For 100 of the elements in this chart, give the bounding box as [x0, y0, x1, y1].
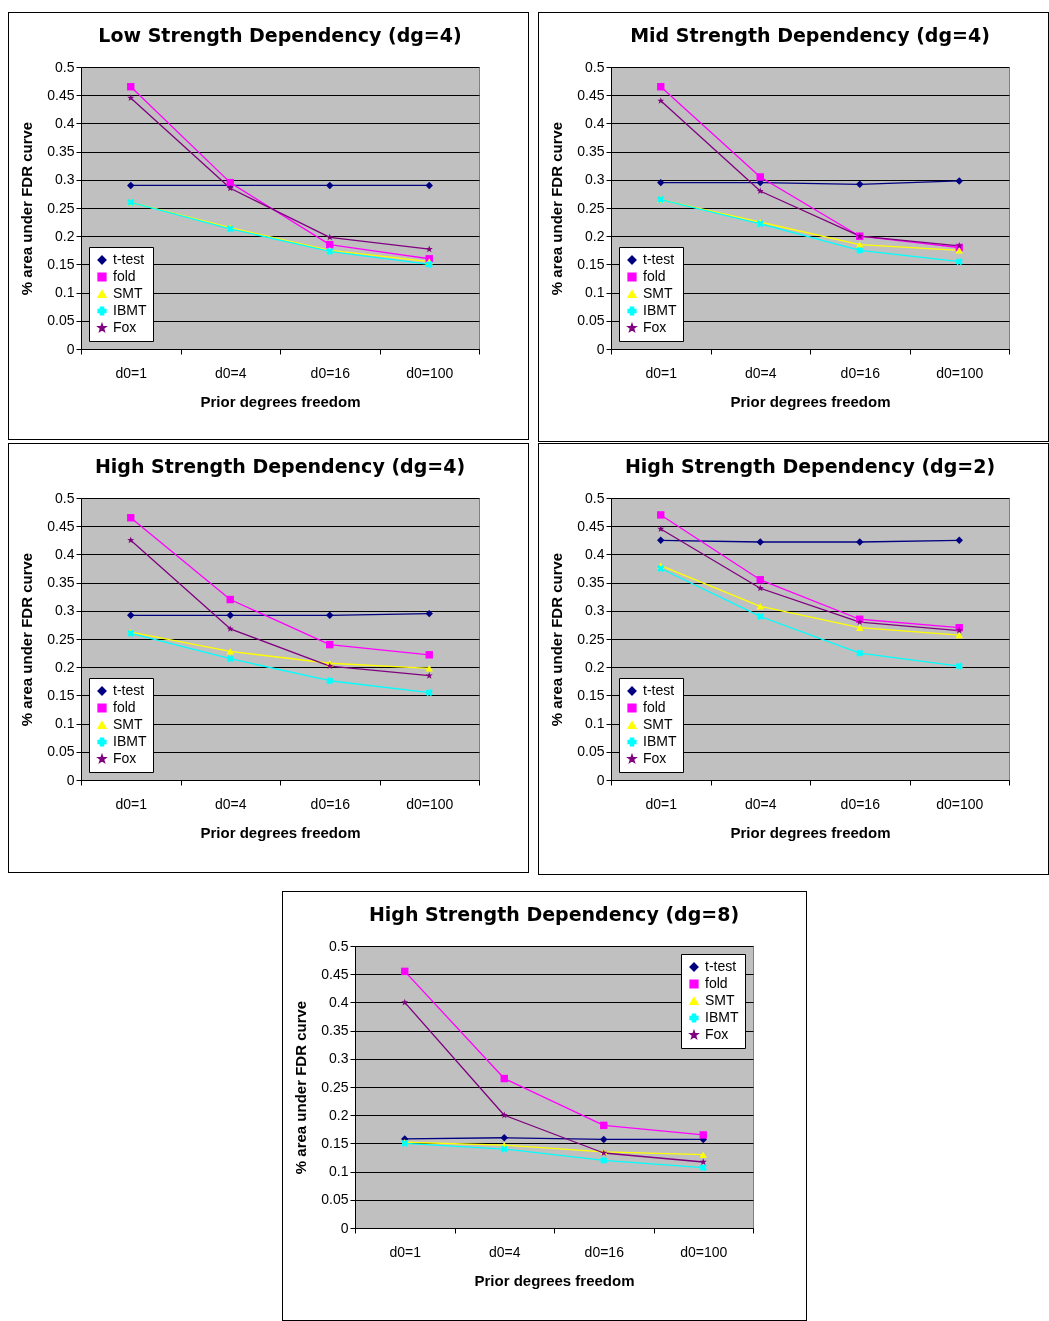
y-tick-label: 0.35 [577, 143, 605, 160]
y-axis-title: % area under FDR curve [548, 552, 566, 727]
legend-label: fold [643, 268, 666, 284]
legend-label: fold [643, 699, 666, 715]
x-tick-label: d0=16 [584, 1243, 625, 1260]
legend-label: fold [113, 268, 136, 284]
x-tick-label: d0=100 [936, 364, 984, 381]
legend-label: IBMT [643, 302, 677, 318]
y-tick-label: 0.35 [577, 574, 605, 591]
legend-label: t-test [113, 682, 145, 698]
y-tick-label: 0.1 [329, 1163, 349, 1180]
y-tick-label: 0 [66, 340, 75, 357]
y-tick-label: 0.15 [577, 686, 605, 703]
x-tick-label: d0=16 [840, 364, 881, 381]
y-tick-label: 0.3 [55, 171, 75, 188]
y-tick-label: 0.4 [329, 993, 349, 1010]
y-tick-label: 0.45 [47, 517, 75, 534]
legend-label: t-test [705, 958, 737, 974]
y-tick-label: 0.3 [585, 171, 605, 188]
y-axis-title: % area under FDR curve [18, 552, 36, 727]
y-tick-label: 0.15 [47, 255, 75, 272]
y-tick-label: 0.2 [585, 227, 605, 244]
chart-title: High Strength Dependency (dg=4) [94, 455, 466, 477]
y-tick-label: 0.15 [47, 686, 75, 703]
legend-label: fold [705, 975, 728, 991]
y-tick-label: 0 [340, 1219, 349, 1236]
legend-label: t-test [113, 251, 145, 267]
x-tick-label: d0=100 [406, 795, 454, 812]
legend-label: Fox [113, 319, 137, 335]
y-tick-label: 0.2 [55, 227, 75, 244]
x-tick-label: d0=1 [115, 795, 148, 812]
legend-label: IBMT [705, 1009, 739, 1025]
y-tick-label: 0.45 [577, 86, 605, 103]
y-tick-label: 0.4 [55, 545, 75, 562]
x-tick-label: d0=100 [936, 795, 984, 812]
y-tick-label: 0 [596, 340, 605, 357]
y-tick-label: 0.1 [585, 715, 605, 732]
y-tick-label: 0.1 [585, 284, 605, 301]
y-axis-title: % area under FDR curve [18, 121, 36, 296]
legend-label: SMT [113, 285, 143, 301]
y-tick-label: 0.25 [321, 1078, 349, 1095]
legend-label: Fox [113, 750, 137, 766]
y-tick-label: 0.45 [47, 86, 75, 103]
y-tick-label: 0.25 [577, 199, 605, 216]
y-tick-label: 0.35 [47, 574, 75, 591]
y-tick-label: 0 [596, 771, 605, 788]
legend-label: IBMT [113, 302, 147, 318]
y-tick-label: 0.2 [585, 658, 605, 675]
chart-title: Mid Strength Dependency (dg=4) [630, 24, 990, 46]
chart-title: High Strength Dependency (dg=2) [624, 455, 996, 477]
x-tick-label: d0=16 [310, 795, 351, 812]
y-tick-label: 0.5 [585, 58, 605, 75]
y-tick-label: 0.25 [47, 199, 75, 216]
x-tick-label: d0=4 [214, 795, 247, 812]
y-tick-label: 0.45 [577, 517, 605, 534]
y-tick-label: 0.05 [577, 312, 605, 329]
chart-title: Low Strength Dependency (dg=4) [98, 24, 462, 46]
y-tick-label: 0.15 [577, 255, 605, 272]
legend-label: IBMT [113, 733, 147, 749]
y-tick-label: 0.3 [329, 1050, 349, 1067]
y-tick-label: 0.25 [47, 630, 75, 647]
y-tick-label: 0.4 [55, 114, 75, 131]
x-axis-title: Prior degrees freedom [474, 1271, 635, 1289]
legend-label: t-test [643, 682, 675, 698]
x-axis-title: Prior degrees freedom [200, 823, 361, 841]
y-tick-label: 0.05 [577, 743, 605, 760]
y-tick-label: 0.15 [321, 1134, 349, 1151]
y-tick-label: 0.4 [585, 545, 605, 562]
y-tick-label: 0.35 [47, 143, 75, 160]
y-tick-label: 0.1 [55, 715, 75, 732]
y-tick-label: 0.2 [329, 1106, 349, 1123]
x-tick-label: d0=1 [389, 1243, 422, 1260]
y-tick-label: 0.3 [585, 602, 605, 619]
x-tick-label: d0=100 [406, 364, 454, 381]
x-tick-label: d0=4 [744, 795, 777, 812]
y-tick-label: 0.3 [55, 602, 75, 619]
legend-label: SMT [643, 285, 673, 301]
legend-label: IBMT [643, 733, 677, 749]
x-tick-label: d0=4 [214, 364, 247, 381]
y-tick-label: 0.4 [585, 114, 605, 131]
legend-label: SMT [705, 992, 735, 1008]
y-tick-label: 0.05 [47, 312, 75, 329]
legend-label: Fox [643, 750, 667, 766]
chart-title: High Strength Dependency (dg=8) [368, 903, 740, 925]
y-tick-label: 0.35 [321, 1022, 349, 1039]
x-tick-label: d0=1 [645, 364, 678, 381]
x-axis-title: Prior degrees freedom [730, 823, 891, 841]
y-tick-label: 0.25 [577, 630, 605, 647]
y-tick-label: 0.5 [585, 489, 605, 506]
legend-label: Fox [643, 319, 667, 335]
y-tick-label: 0.5 [329, 937, 349, 954]
y-tick-label: 0.5 [55, 58, 75, 75]
y-axis-title: % area under FDR curve [548, 121, 566, 296]
y-tick-label: 0.05 [47, 743, 75, 760]
y-tick-label: 0.45 [321, 965, 349, 982]
x-tick-label: d0=16 [310, 364, 351, 381]
x-tick-label: d0=16 [840, 795, 881, 812]
x-axis-title: Prior degrees freedom [200, 392, 361, 410]
legend-label: t-test [643, 251, 675, 267]
x-axis-title: Prior degrees freedom [730, 392, 891, 410]
